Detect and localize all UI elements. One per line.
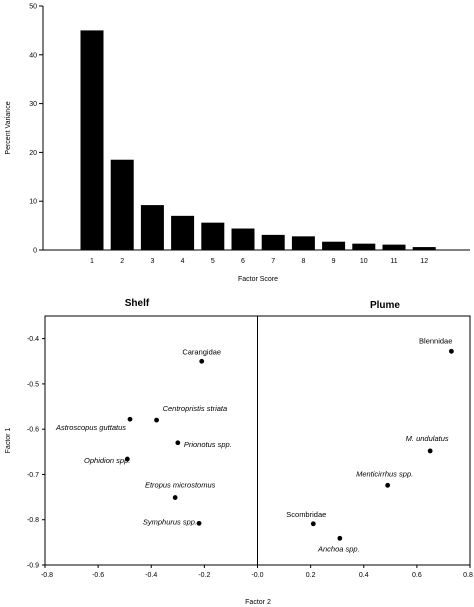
scatter-x-label: Factor 2 <box>245 599 271 606</box>
scatter-point-label: Scombridae <box>286 510 326 519</box>
bar <box>81 30 104 250</box>
scatter-point <box>199 359 204 364</box>
bar-x-tick-label: 1 <box>90 258 94 265</box>
scatter-y-tick-label: -0.8 <box>27 517 39 524</box>
bar-x-tick-label: 11 <box>390 258 397 265</box>
scatter-point <box>128 417 133 422</box>
scatter-x-tick-label: -0.6 <box>92 572 104 579</box>
scatter-point <box>175 440 180 445</box>
bar-x-tick-label: 4 <box>181 258 185 265</box>
scatter-x-tick-label: 0.6 <box>412 572 422 579</box>
scatter-x-tick-label: 0.2 <box>306 572 316 579</box>
scatter-x-tick-label: -0.4 <box>145 572 157 579</box>
bar-x-tick-label: 9 <box>332 258 336 265</box>
scatter-point-label: Carangidae <box>182 347 221 356</box>
scatter-point <box>337 536 342 541</box>
scatter-y-tick-label: -0.7 <box>27 472 39 479</box>
scatter-point-label: Menticirrhus spp. <box>356 469 413 478</box>
scatter-point <box>311 521 316 526</box>
scatter-y-tick-label: -0.9 <box>27 563 39 570</box>
bar-x-tick-label: 10 <box>360 258 368 265</box>
bar <box>262 235 285 250</box>
bar-y-tick-label: 0 <box>33 248 37 255</box>
bar <box>413 247 436 250</box>
bar-y-tick-label: 20 <box>29 150 37 157</box>
bar-x-tick-label: 8 <box>301 258 305 265</box>
scatter-point-label: Prionotus spp. <box>184 440 232 449</box>
scatter-y-label: Factor 1 <box>5 428 12 454</box>
bar <box>171 216 194 250</box>
bar <box>232 229 255 250</box>
scatter-point <box>173 495 178 500</box>
scatter-x-tick-label: 0.4 <box>359 572 369 579</box>
bar <box>201 223 224 250</box>
scatter-chart: -0.8 -0.6 -0.4 -0.2 -0.0 0.2 0.4 0.6 0.8 -0.4 -0.… <box>5 298 473 606</box>
bar <box>292 236 315 250</box>
scatter-point <box>154 418 159 423</box>
scatter-point-label: Anchoa spp. <box>317 544 360 553</box>
scatter-x-tick-label: -0.0 <box>251 572 263 579</box>
scatter-point <box>428 449 433 454</box>
scatter-point-label: Blennidae <box>419 336 452 345</box>
bar-x-tick-label: 7 <box>271 258 275 265</box>
scatter-point-label: Ophidion spp. <box>84 456 130 465</box>
bar <box>352 244 375 250</box>
scatter-x-tick-label: 0.8 <box>463 572 473 579</box>
bar-x-tick-label: 12 <box>420 258 428 265</box>
bar-x-tick-label: 2 <box>120 258 124 265</box>
scatter-point <box>449 349 454 354</box>
bar-y-tick-label: 40 <box>29 52 37 59</box>
bar-y-tick-label: 50 <box>29 4 37 11</box>
bar <box>383 245 406 250</box>
bar-y-tick-label: 10 <box>29 199 37 206</box>
bar-chart-y-label: Percent Variance <box>5 101 12 154</box>
scatter-x-tick-label: -0.2 <box>198 572 210 579</box>
scatter-y-tick-label: -0.5 <box>27 381 39 388</box>
bar-y-tick-label: 30 <box>29 101 37 108</box>
bar <box>111 160 134 250</box>
bar-x-tick-label: 3 <box>150 258 154 265</box>
scatter-point-label: M. undulatus <box>406 434 449 443</box>
scatter-point-label: Centropristis striata <box>163 404 228 413</box>
bar-x-tick-label: 5 <box>211 258 215 265</box>
scatter-point-label: Symphurus spp. <box>143 517 197 526</box>
scatter-x-tick-label: -0.8 <box>41 572 53 579</box>
region-label-plume: Plume <box>370 300 400 311</box>
bar-x-tick-label: 6 <box>241 258 245 265</box>
bar-chart-x-label: Factor Score <box>238 276 278 283</box>
scatter-point <box>385 483 390 488</box>
scatter-point-label: Etropus microstomus <box>145 481 216 490</box>
scatter-point <box>197 521 202 526</box>
bar <box>141 205 164 250</box>
scatter-point-label: Astroscopus guttatus <box>55 423 126 432</box>
scatter-y-tick-label: -0.4 <box>27 336 39 343</box>
bar <box>322 242 345 250</box>
region-label-shelf: Shelf <box>125 298 150 309</box>
scatter-y-tick-label: -0.6 <box>27 427 39 434</box>
